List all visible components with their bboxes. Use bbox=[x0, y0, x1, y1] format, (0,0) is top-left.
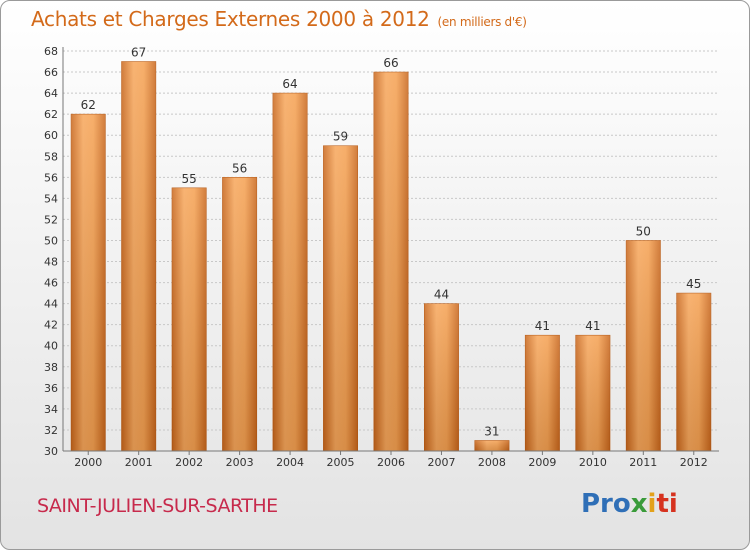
x-tick-label: 2007 bbox=[427, 456, 455, 469]
logo-part-3: i bbox=[647, 489, 657, 519]
logo-part-1: Pro bbox=[581, 489, 631, 519]
y-tick-label: 54 bbox=[44, 192, 58, 205]
y-tick-label: 52 bbox=[44, 213, 58, 226]
y-tick-label: 66 bbox=[44, 66, 58, 79]
logo-part-2: x bbox=[630, 489, 648, 519]
y-axis: 30 32 34 36 38 40 42 44 46 48 50 52 54 56 58 60 62 64 66 68 bbox=[44, 45, 64, 458]
data-label-2004: 64 bbox=[282, 77, 297, 91]
y-tick-label: 62 bbox=[44, 108, 58, 121]
logo-part-4: ti bbox=[656, 489, 678, 519]
chart-subtitle: (en milliers d'€) bbox=[437, 15, 527, 29]
y-tick-label: 50 bbox=[44, 234, 58, 247]
bar-shade-2012 bbox=[676, 293, 711, 451]
bar-shade-2001 bbox=[121, 61, 156, 452]
data-label-2010: 41 bbox=[585, 319, 600, 333]
bar-shade-2011 bbox=[626, 240, 661, 451]
data-label-2009: 41 bbox=[535, 319, 550, 333]
bar-shade-2002 bbox=[171, 187, 207, 451]
y-tick-label: 42 bbox=[44, 319, 58, 332]
x-tick-label: 2010 bbox=[579, 456, 607, 469]
bar-shade-2000 bbox=[71, 114, 106, 451]
data-label-2000: 62 bbox=[81, 98, 96, 112]
y-tick-label: 38 bbox=[44, 361, 58, 374]
y-tick-label: 40 bbox=[44, 340, 58, 353]
data-label-2011: 50 bbox=[636, 224, 651, 238]
x-tick-label: 2000 bbox=[74, 456, 102, 469]
bar-shade-2007 bbox=[424, 303, 459, 451]
x-tick-label: 2002 bbox=[175, 456, 203, 469]
y-tick-label: 64 bbox=[44, 87, 58, 100]
x-tick-label: 2012 bbox=[680, 456, 708, 469]
x-tick-label: 2003 bbox=[226, 456, 254, 469]
bars: 62 67 55 56 64 59 66 44 31 41 41 50 45 bbox=[70, 46, 712, 452]
bar-shade-2010 bbox=[575, 335, 611, 451]
y-tick-label: 34 bbox=[44, 403, 58, 416]
bar-shade-2009 bbox=[525, 335, 560, 451]
data-label-2007: 44 bbox=[434, 288, 449, 302]
x-tick-label: 2005 bbox=[327, 456, 355, 469]
data-label-2005: 59 bbox=[333, 130, 348, 144]
y-tick-label: 46 bbox=[44, 277, 58, 290]
y-tick-label: 68 bbox=[44, 45, 58, 58]
x-axis: 2000 2001 2002 2003 2004 2005 2006 2007 2008 2009… bbox=[63, 450, 719, 469]
bar-shade-2008 bbox=[474, 440, 510, 451]
y-tick-label: 30 bbox=[44, 445, 58, 458]
y-tick-label: 44 bbox=[44, 298, 58, 311]
y-tick-label: 58 bbox=[44, 150, 58, 163]
y-tick-label: 60 bbox=[44, 129, 58, 142]
bar-shade-2003 bbox=[222, 177, 257, 451]
x-tick-label: 2009 bbox=[528, 456, 556, 469]
x-tick-label: 2001 bbox=[125, 456, 153, 469]
x-tick-label: 2011 bbox=[629, 456, 657, 469]
bar-shade-2006 bbox=[373, 72, 409, 451]
x-tick-label: 2006 bbox=[377, 456, 405, 469]
y-tick-label: 56 bbox=[44, 171, 58, 184]
y-tick-label: 48 bbox=[44, 256, 58, 269]
y-tick-label: 32 bbox=[44, 424, 58, 437]
data-label-2001: 67 bbox=[131, 46, 146, 60]
data-label-2012: 45 bbox=[686, 277, 701, 291]
chart-title: Achats et Charges Externes 2000 à 2012 (e… bbox=[31, 7, 527, 31]
data-label-2003: 56 bbox=[232, 161, 247, 175]
proxiti-logo[interactable]: Proxiti bbox=[581, 489, 678, 519]
commune-name: SAINT-JULIEN-SUR-SARTHE bbox=[37, 495, 278, 517]
data-label-2006: 66 bbox=[383, 56, 398, 70]
data-label-2002: 55 bbox=[182, 172, 197, 186]
data-label-2008: 31 bbox=[484, 424, 499, 438]
bar-shade-2004 bbox=[272, 93, 308, 452]
bar-shade-2005 bbox=[323, 145, 358, 451]
x-tick-label: 2008 bbox=[478, 456, 506, 469]
x-tick-label: 2004 bbox=[276, 456, 304, 469]
y-tick-label: 36 bbox=[44, 382, 58, 395]
